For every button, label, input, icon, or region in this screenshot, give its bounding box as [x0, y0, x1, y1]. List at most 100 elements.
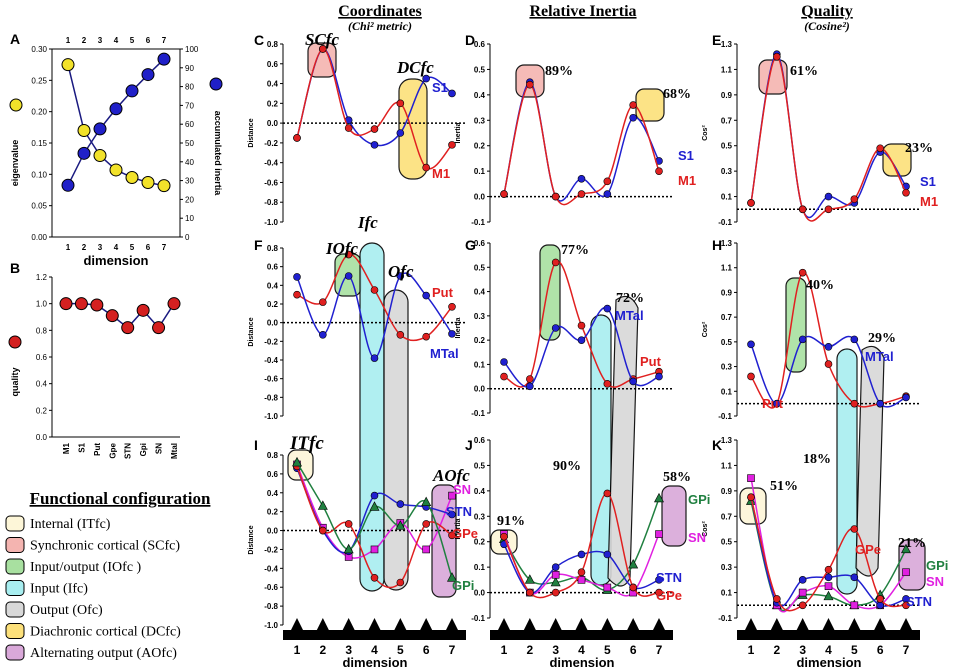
data-point — [396, 500, 405, 508]
data-point — [93, 149, 107, 163]
data-point — [344, 520, 353, 528]
y-tick-label: 0.6 — [267, 470, 279, 479]
data-point — [850, 525, 859, 533]
y-tick-label: 0.2 — [474, 142, 486, 151]
series-label-STN: STN — [906, 594, 932, 609]
data-point — [422, 163, 430, 172]
dimension-arrow — [394, 618, 407, 630]
chart-I: -1.0 -0.8 -0.6 -0.4 -0.2 0.0 0.2 0.4 0.6 0.8 Dista… — [248, 451, 466, 630]
data-point — [370, 286, 379, 294]
data-point — [90, 298, 104, 312]
y-tick-label: 1.3 — [721, 40, 733, 49]
y-tick-label: 0.8 — [36, 326, 48, 335]
data-point — [902, 568, 910, 577]
series-label-Put: Put — [640, 354, 662, 369]
x-axis-label: dimension — [83, 253, 148, 268]
chart-D: -0.1 0.0 0.1 0.2 0.3 0.4 0.5 0.6 Inertia — [455, 40, 673, 227]
y-tick-label: 0.5 — [474, 263, 486, 272]
data-point — [109, 102, 123, 116]
y-tick-label: 1.1 — [721, 264, 733, 273]
legend-label: Synchronic cortical (SCfc) — [30, 539, 180, 554]
header-coordinates: Coordinates — [338, 3, 422, 20]
y-tick-label: 0.8 — [267, 451, 279, 460]
data-point — [577, 550, 586, 559]
panel-label-I: I — [254, 437, 258, 453]
x-top-tick-label: 6 — [146, 36, 151, 45]
dimension-arrow — [291, 618, 303, 630]
y-tick-label: 0.6 — [267, 60, 279, 69]
y-tick-label: 0.1 — [474, 563, 486, 572]
y-tick-label: -0.1 — [718, 412, 732, 421]
data-point — [125, 170, 139, 184]
series-label-SN: SN — [453, 482, 471, 497]
data-point — [448, 510, 456, 519]
y-tick-label: 0.3 — [474, 116, 486, 125]
annotation-D-1: 68% — [663, 87, 691, 102]
data-point — [125, 84, 139, 98]
y-tick-label: -0.1 — [471, 614, 485, 623]
data-point — [448, 89, 456, 98]
x-tick-label: 1 — [66, 243, 71, 252]
data-point — [422, 291, 430, 300]
annotation-D-0: 89% — [545, 64, 573, 79]
y-tick-label: 0.5 — [721, 142, 733, 151]
y-axis-label: Cos² — [702, 321, 709, 337]
annotation-F-1: Ifc — [357, 213, 378, 232]
y2-tick-label: 0 — [185, 233, 190, 242]
annotation-C-1: DCfc — [396, 58, 434, 77]
y-tick-label: -0.8 — [264, 393, 278, 402]
x-tick-label: 2 — [82, 243, 87, 252]
dimension-arrow — [498, 618, 510, 630]
data-point — [551, 192, 560, 201]
y-tick-label: 0.3 — [721, 563, 733, 572]
y-tick-label: 0.0 — [36, 433, 48, 442]
y-tick-label: -0.6 — [264, 178, 278, 187]
data-point — [421, 496, 432, 507]
series-label-M1: M1 — [920, 194, 938, 209]
dimension-arrow — [368, 618, 381, 630]
y-tick-label: 0.20 — [31, 108, 47, 117]
data-point — [141, 175, 155, 189]
data-point — [370, 491, 379, 500]
data-point — [901, 543, 911, 554]
y2-tick-label: 50 — [185, 139, 194, 148]
data-point — [603, 177, 612, 186]
y-tick-label: 0.4 — [267, 281, 279, 290]
x-tick-label: 6 — [877, 643, 884, 657]
x-tick-label: 6 — [146, 243, 151, 252]
data-point — [396, 129, 405, 137]
data-point — [577, 576, 586, 584]
dimension-arrow — [900, 618, 912, 630]
panel-label-H: H — [712, 237, 722, 253]
data-point — [500, 358, 508, 366]
data-point — [344, 272, 353, 280]
data-point — [577, 174, 586, 183]
data-point — [551, 324, 560, 332]
dimension-arrow — [627, 618, 640, 630]
x-top-tick-label: 3 — [98, 36, 103, 45]
data-point — [422, 332, 430, 341]
series-label-STN: STN — [656, 570, 682, 585]
y-tick-label: 0.1 — [474, 167, 486, 176]
dimension-arrow — [745, 618, 757, 630]
data-point — [396, 99, 405, 108]
data-point — [59, 297, 73, 311]
data-point — [824, 582, 833, 591]
y-tick-label: -0.4 — [264, 564, 278, 573]
data-point — [747, 340, 755, 349]
data-point — [773, 399, 781, 408]
data-point — [319, 330, 327, 339]
y2-tick-label: 60 — [185, 120, 194, 129]
series-label-S1: S1 — [432, 80, 448, 95]
data-point — [526, 375, 534, 383]
data-point — [369, 501, 380, 511]
data-point — [93, 122, 107, 136]
y-tick-label: 0.0 — [267, 527, 279, 536]
y-tick-label: 0.2 — [474, 538, 486, 547]
series-label-SN: SN — [926, 574, 944, 589]
legend-swatch — [5, 644, 25, 661]
data-point — [850, 335, 859, 344]
data-point — [141, 68, 155, 82]
data-point — [77, 123, 91, 137]
data-point — [629, 583, 637, 592]
